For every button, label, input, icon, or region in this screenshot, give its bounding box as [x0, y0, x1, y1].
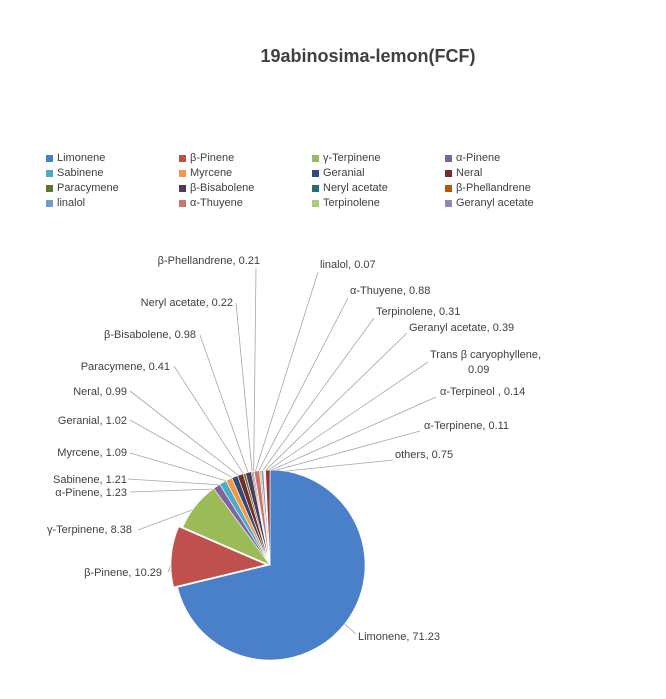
slice-label: Sabinene, 1.21: [53, 474, 127, 486]
legend-swatch: [445, 154, 452, 162]
legend-swatch: [445, 184, 452, 192]
leader-line: [129, 419, 237, 480]
slice-label: Neryl acetate, 0.22: [141, 297, 233, 309]
slice-label: Terpinolene, 0.31: [376, 306, 460, 318]
legend-swatch: [312, 169, 319, 177]
legend-swatch: [445, 169, 452, 177]
legend-item: Neryl acetate: [312, 181, 445, 195]
leader-line: [262, 332, 408, 474]
legend-swatch: [46, 154, 53, 162]
slice-label: Limonene, 71.23: [358, 631, 440, 643]
slice-label: Geranyl acetate, 0.39: [409, 322, 514, 334]
legend-label: Geranyl acetate: [456, 197, 534, 209]
chart-title: 19abinosima-lemon(FCF): [260, 46, 476, 66]
slice-label: Geranial, 1.02: [58, 415, 127, 427]
legend-swatch: [179, 169, 186, 177]
legend-item: β-Bisabolene: [179, 181, 312, 195]
leader-line: [199, 334, 250, 476]
legend-label: β-Pinene: [190, 152, 235, 164]
legend-swatch: [46, 169, 53, 177]
legend-label: linalol: [57, 197, 86, 209]
legend-swatch: [179, 184, 186, 192]
legend-label: Neral: [456, 167, 483, 179]
legend-label: α-Pinene: [456, 152, 501, 164]
legend-label: Sabinene: [57, 167, 104, 179]
pie-slice: [170, 526, 267, 588]
leader-line: [260, 317, 375, 474]
leader-line: [137, 507, 199, 531]
legend-swatch: [445, 199, 452, 207]
legend-item: Sabinene: [46, 166, 179, 180]
legend-label: Limonene: [57, 152, 106, 164]
slice-label: γ-Terpinene, 8.38: [47, 524, 132, 536]
legend-item: Myrcene: [179, 166, 312, 180]
legend-item: Limonene: [46, 151, 179, 165]
legend-item: Paracymene: [46, 181, 179, 195]
legend-item: linalol: [46, 196, 179, 210]
leader-line: [265, 430, 421, 474]
slice-label: α-Terpinene, 0.11: [424, 420, 509, 432]
legend-swatch: [179, 199, 186, 207]
legend-item: α-Thuyene: [179, 196, 312, 210]
legend-swatch: [312, 184, 319, 192]
leader-line: [264, 396, 437, 474]
legend-label: β-Phellandrene: [456, 182, 531, 194]
legend: Limonene β-Pinene γ-Terpinene α-Pinene Sabin…: [46, 151, 606, 210]
slice-label: linalol, 0.07: [320, 259, 376, 271]
leader-line: [127, 478, 225, 486]
leader-line: [173, 365, 246, 477]
slice-label: β-Bisabolene, 0.98: [104, 329, 196, 341]
legend-item: β-Pinene: [179, 151, 312, 165]
legend-swatch: [312, 199, 319, 207]
pie-slice: [177, 469, 366, 661]
leader-line: [267, 459, 394, 474]
leader-line: [129, 452, 231, 483]
legend-label: Neryl acetate: [323, 182, 388, 194]
legend-item: Terpinolene: [312, 196, 445, 210]
legend-label: Geranial: [323, 167, 365, 179]
legend-swatch: [312, 154, 319, 162]
leader-lines: [127, 267, 437, 635]
legend-swatch: [46, 199, 53, 207]
leader-line: [263, 361, 429, 474]
leader-line: [253, 267, 257, 475]
slice-label: Neral, 0.99: [73, 386, 127, 398]
pie-slice: [265, 469, 271, 566]
legend-label: α-Thuyene: [190, 197, 243, 209]
legend-label: β-Bisabolene: [190, 182, 255, 194]
legend-item: Neral: [445, 166, 578, 180]
legend-label: Myrcene: [190, 167, 233, 179]
slice-label: Myrcene, 1.09: [57, 447, 127, 459]
legend-swatch: [179, 154, 186, 162]
legend-label: Terpinolene: [323, 197, 380, 209]
slice-labels: Limonene, 71.23 β-Pinene, 10.29 γ-Terpinen…: [47, 255, 541, 643]
slice-label: β-Phellandrene, 0.21: [158, 255, 260, 267]
leader-line: [129, 488, 219, 493]
legend-label: γ-Terpinene: [323, 152, 381, 164]
leader-line: [235, 302, 253, 475]
slice-label: α-Terpineol , 0.14: [440, 386, 525, 398]
slice-label: α-Pinene, 1.23: [55, 487, 127, 499]
slice-label: others, 0.75: [395, 449, 453, 461]
legend-item: Geranyl acetate: [445, 196, 578, 210]
pie-slices: [170, 469, 366, 661]
legend-swatch: [46, 184, 53, 192]
slice-label: Trans β caryophyllene,: [430, 349, 541, 361]
slice-label: α-Thuyene, 0.88: [350, 285, 430, 297]
leader-line: [254, 271, 319, 475]
leader-line: [256, 297, 349, 475]
slice-label: 0.09: [468, 364, 489, 376]
legend-item: α-Pinene: [445, 151, 578, 165]
legend-item: Geranial: [312, 166, 445, 180]
legend-item: β-Phellandrene: [445, 181, 578, 195]
slice-label: Paracymene, 0.41: [81, 361, 170, 373]
legend-label: Paracymene: [57, 182, 119, 194]
legend-item: γ-Terpinene: [312, 151, 445, 165]
leader-line: [129, 390, 242, 478]
slice-label: β-Pinene, 10.29: [84, 567, 162, 579]
